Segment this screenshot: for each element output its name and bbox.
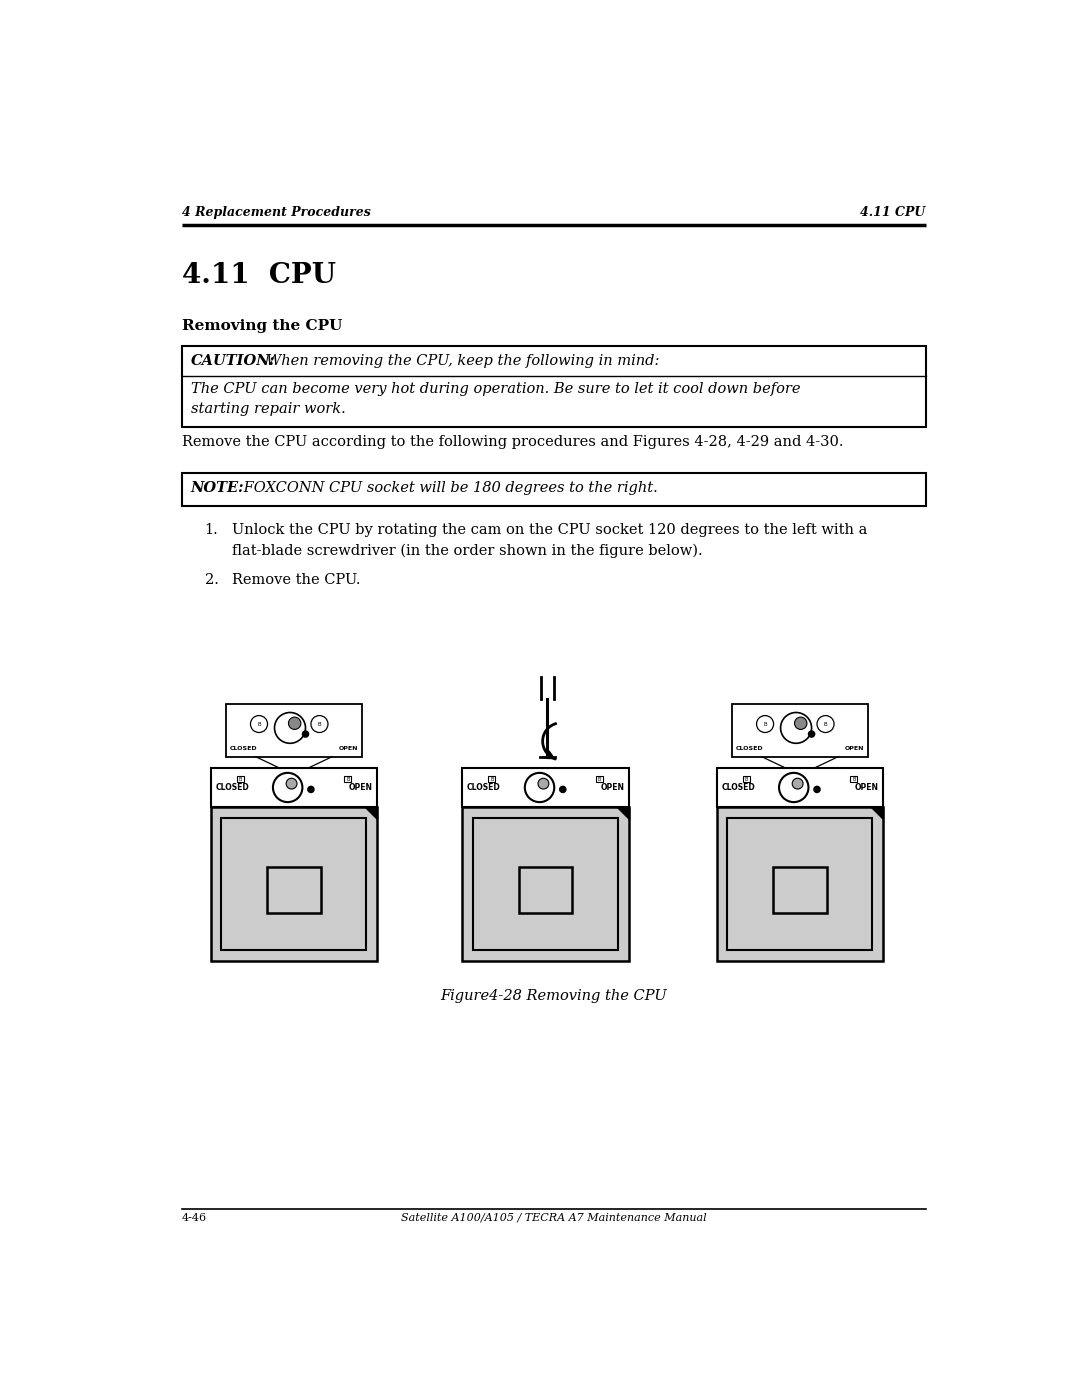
Text: OPEN: OPEN	[600, 782, 624, 792]
Bar	[211, 768, 377, 806]
Text: FOXCONN CPU socket will be 180 degrees to the right.: FOXCONN CPU socket will be 180 degrees t…	[239, 481, 658, 495]
Bar	[773, 866, 826, 914]
Text: The CPU can become very hot during operation. Be sure to let it cool down before: The CPU can become very hot during opera…	[191, 381, 800, 416]
Text: CLOSED: CLOSED	[721, 782, 755, 792]
Bar	[345, 775, 351, 782]
Bar	[237, 775, 243, 782]
Circle shape	[795, 717, 807, 729]
Circle shape	[809, 731, 814, 738]
Text: CLOSED: CLOSED	[467, 782, 501, 792]
Text: B: B	[824, 721, 827, 726]
Text: When removing the CPU, keep the following in mind:: When removing the CPU, keep the followin…	[257, 353, 659, 367]
Circle shape	[288, 717, 301, 729]
Bar	[221, 817, 366, 950]
Bar	[728, 817, 873, 950]
Text: B: B	[318, 721, 321, 726]
Bar	[181, 474, 926, 506]
Bar	[181, 346, 926, 427]
Text: B: B	[744, 777, 747, 781]
Bar	[473, 817, 618, 950]
Circle shape	[559, 787, 566, 792]
Bar	[596, 775, 603, 782]
Text: OPEN: OPEN	[339, 746, 359, 750]
Text: B: B	[490, 777, 494, 781]
Text: Unlock the CPU by rotating the cam on the CPU socket 120 degrees to the left wit: Unlock the CPU by rotating the cam on th…	[232, 524, 867, 557]
Bar	[850, 775, 858, 782]
Polygon shape	[617, 806, 629, 819]
Bar	[743, 775, 750, 782]
Text: 4 Replacement Procedures: 4 Replacement Procedures	[181, 207, 370, 219]
Text: B: B	[852, 777, 855, 781]
Bar	[267, 866, 321, 914]
Bar	[462, 768, 629, 806]
Text: OPEN: OPEN	[349, 782, 373, 792]
Bar	[462, 806, 629, 961]
Text: 1.: 1.	[205, 524, 218, 538]
Text: B: B	[346, 777, 350, 781]
Bar	[211, 806, 377, 961]
Text: CLOSED: CLOSED	[215, 782, 249, 792]
Text: OPEN: OPEN	[854, 782, 879, 792]
Bar	[717, 768, 883, 806]
Polygon shape	[870, 806, 883, 819]
Text: NOTE:: NOTE:	[191, 481, 244, 495]
Text: Remove the CPU according to the following procedures and Figures 4-28, 4-29 and : Remove the CPU according to the followin…	[181, 434, 843, 448]
Text: Satellite A100/A105 / TECRA A7 Maintenance Manual: Satellite A100/A105 / TECRA A7 Maintenan…	[401, 1213, 706, 1222]
Text: B: B	[239, 777, 242, 781]
Bar	[226, 704, 362, 757]
Circle shape	[814, 787, 820, 792]
Text: Remove the CPU.: Remove the CPU.	[232, 573, 361, 587]
Circle shape	[286, 778, 297, 789]
Circle shape	[538, 778, 549, 789]
Circle shape	[302, 731, 309, 738]
Text: OPEN: OPEN	[845, 746, 864, 750]
Circle shape	[308, 787, 314, 792]
Bar	[488, 775, 496, 782]
Bar	[731, 704, 868, 757]
Text: 2.: 2.	[205, 573, 218, 587]
Text: B: B	[764, 721, 767, 726]
Polygon shape	[365, 806, 377, 819]
Text: B: B	[598, 777, 602, 781]
Text: CAUTION:: CAUTION:	[191, 353, 275, 367]
Text: 4-46: 4-46	[181, 1213, 206, 1222]
Text: Removing the CPU: Removing the CPU	[181, 320, 342, 334]
Text: CLOSED: CLOSED	[735, 746, 764, 750]
Text: 4.11 CPU: 4.11 CPU	[861, 207, 926, 219]
Bar	[717, 806, 883, 961]
Text: CLOSED: CLOSED	[229, 746, 257, 750]
Circle shape	[793, 778, 804, 789]
Text: B: B	[257, 721, 260, 726]
Text: 4.11  CPU: 4.11 CPU	[181, 261, 336, 289]
Bar	[519, 866, 572, 914]
Text: Figure4-28 Removing the CPU: Figure4-28 Removing the CPU	[441, 989, 666, 1003]
